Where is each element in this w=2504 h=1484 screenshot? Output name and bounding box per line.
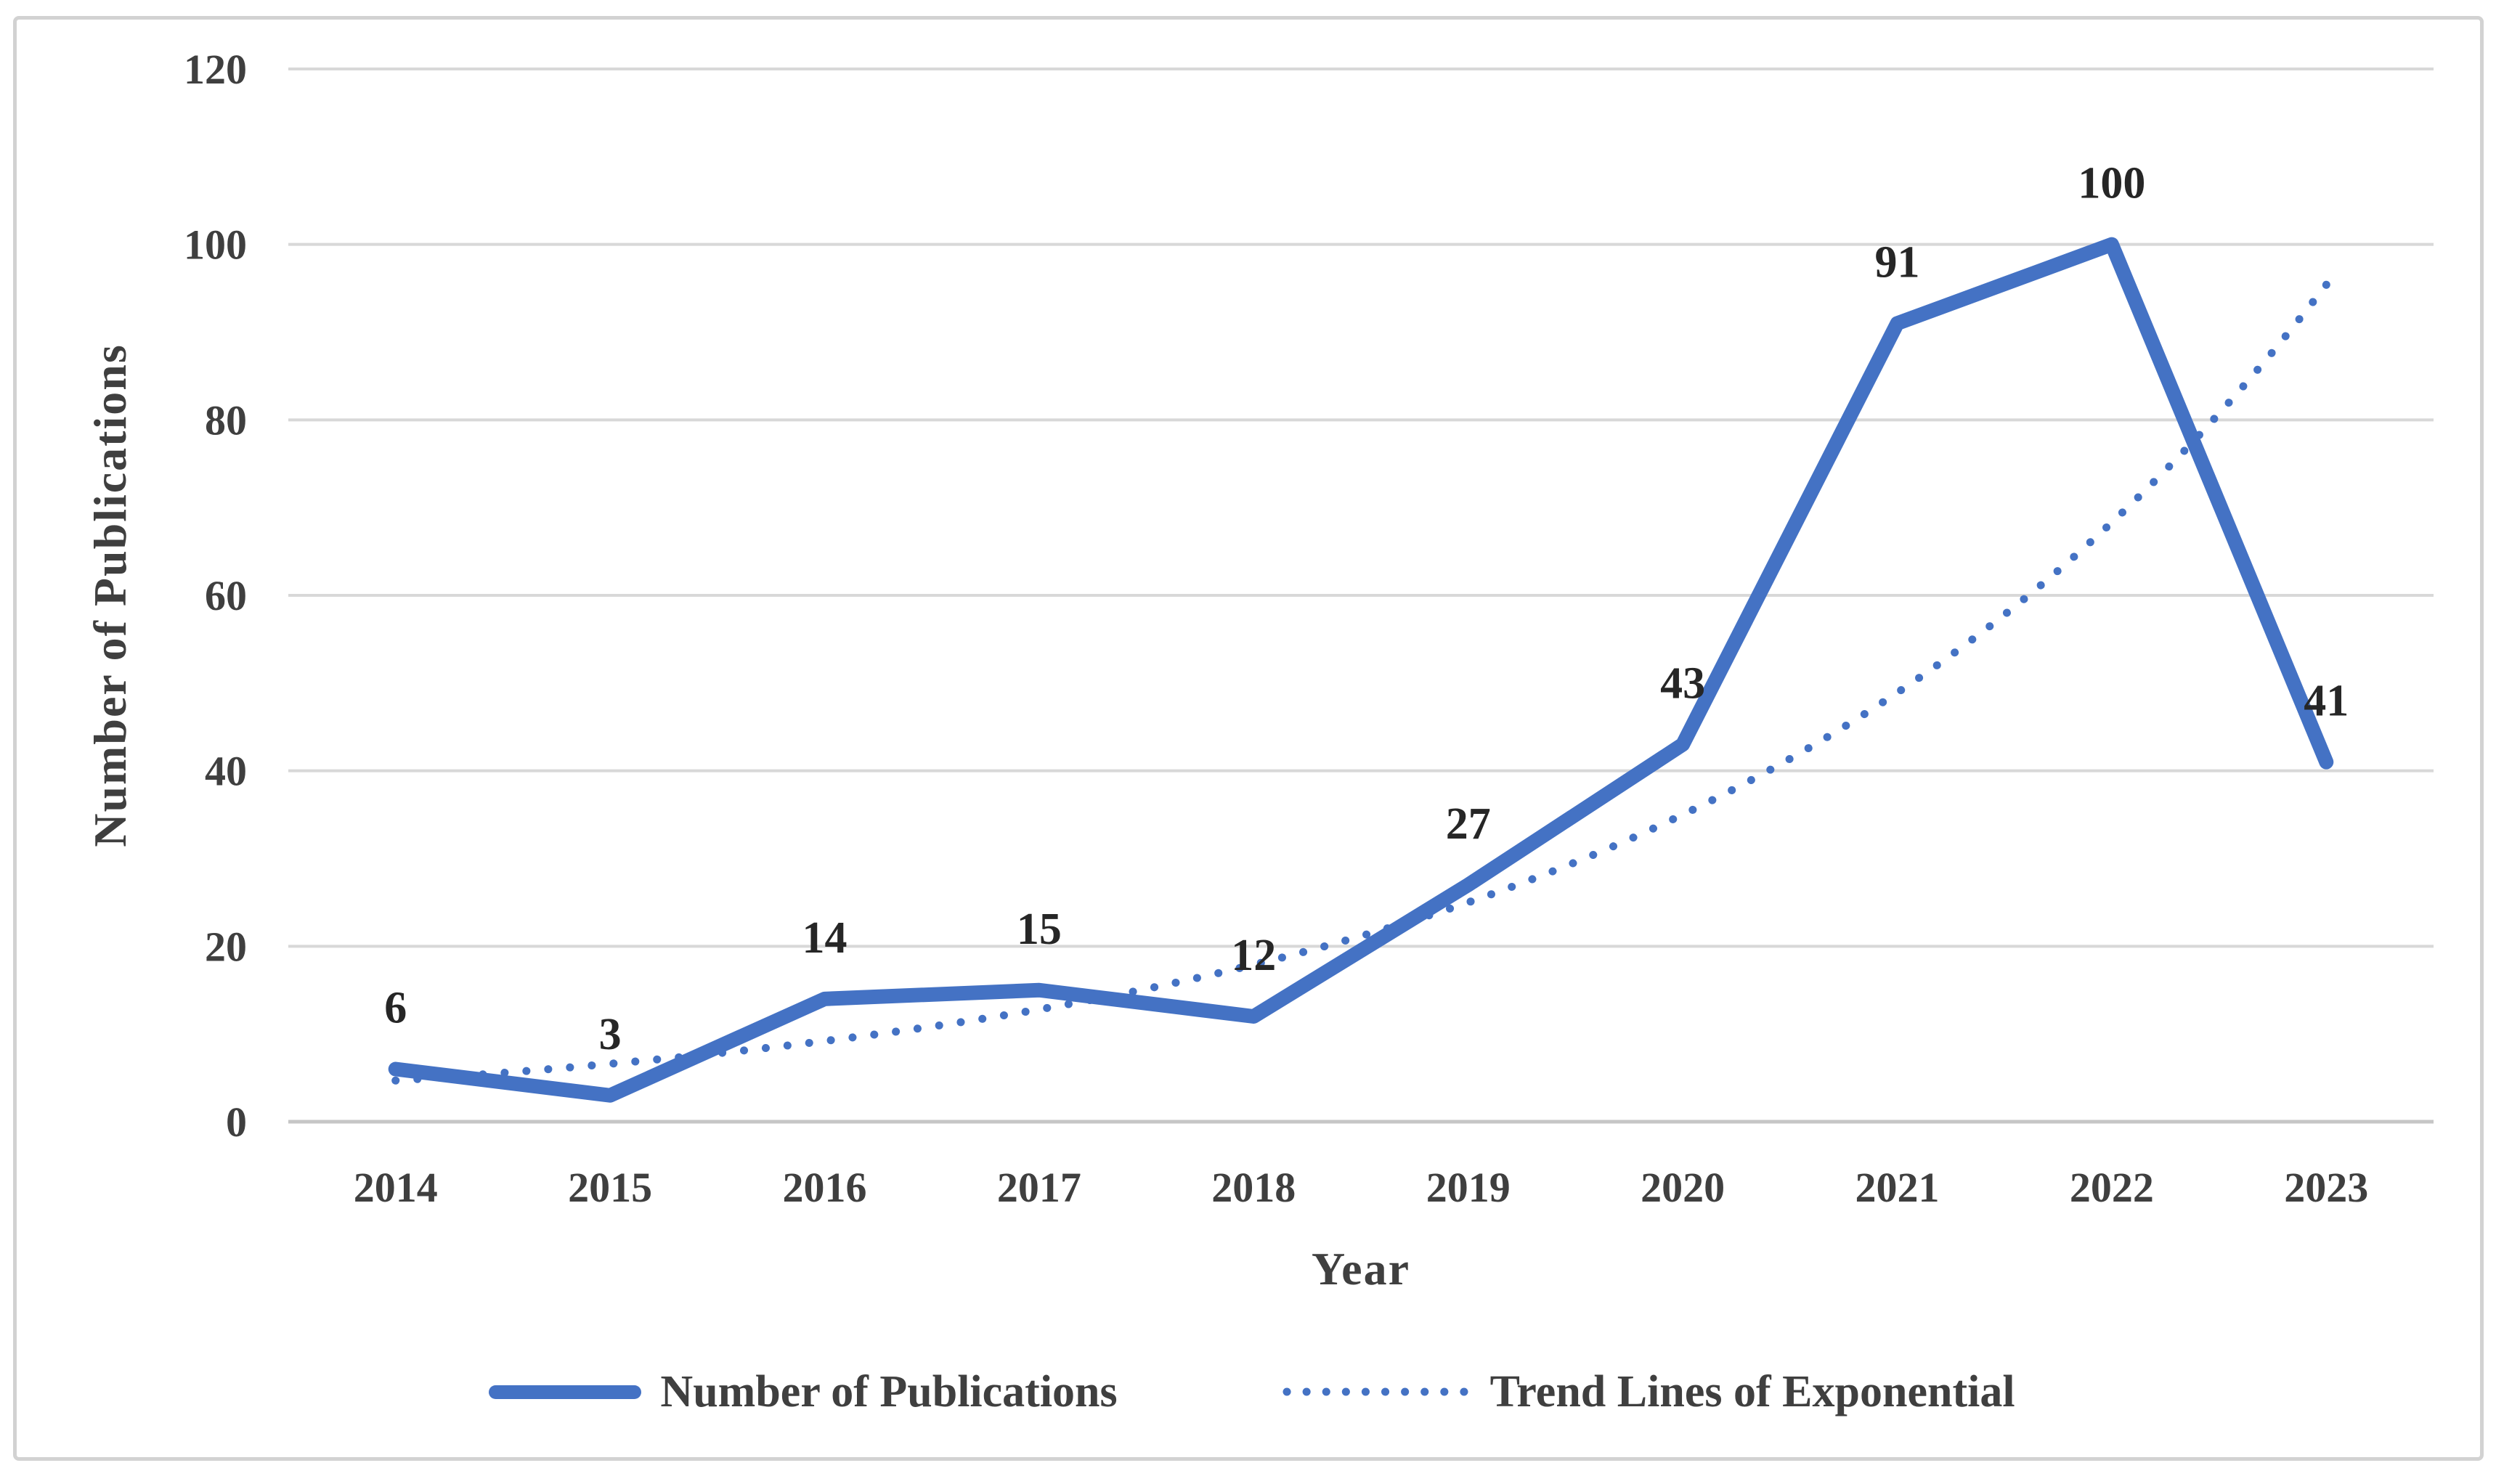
gridlines-group	[288, 68, 2434, 1124]
x-tick-label: 2014	[354, 1164, 438, 1211]
x-tick-label: 2023	[2284, 1164, 2368, 1211]
data-label: 14	[802, 913, 847, 963]
data-label: 91	[1875, 237, 1920, 287]
legend-item-trend: Trend Lines of Exponential	[1281, 1366, 2015, 1418]
y-tick-label: 120	[184, 46, 247, 93]
solid-line-swatch-icon	[489, 1385, 642, 1399]
y-tick-label: 40	[205, 748, 247, 795]
data-label: 100	[2078, 159, 2145, 208]
dotted-line-swatch-icon	[1283, 1387, 1470, 1396]
trend-line-group	[391, 280, 2330, 1085]
y-tick-labels-group: 0 20 40 60 80 100 120	[184, 46, 247, 1146]
x-tick-label: 2018	[1211, 1164, 1296, 1211]
series-line-publications	[388, 237, 2334, 1103]
data-label: 27	[1446, 799, 1491, 849]
data-label: 41	[2304, 677, 2349, 726]
series-line-trend	[391, 280, 2330, 1085]
data-label: 6	[384, 984, 407, 1033]
x-tick-label: 2020	[1641, 1164, 1725, 1211]
y-tick-label: 20	[205, 923, 247, 970]
legend-item-publications: Number of Publications	[489, 1366, 1118, 1418]
y-tick-label: 100	[184, 221, 247, 269]
y-tick-label: 80	[205, 396, 247, 444]
x-tick-label: 2017	[997, 1164, 1081, 1211]
y-tick-label: 60	[205, 572, 247, 619]
publications-series-group	[388, 237, 2334, 1103]
x-tick-label: 2019	[1426, 1164, 1511, 1211]
data-labels-group: 6 3 14 15 12 27 43 91 100 41	[384, 159, 2349, 1059]
x-tick-label: 2021	[1855, 1164, 1940, 1211]
chart-legend: Number of Publications Trend Lines of Ex…	[0, 1359, 2504, 1424]
legend-label-trend: Trend Lines of Exponential	[1489, 1366, 2015, 1416]
x-tick-label: 2015	[568, 1164, 652, 1211]
data-label: 43	[1660, 659, 1705, 708]
legend-label-publications: Number of Publications	[660, 1366, 1118, 1416]
y-tick-label: 0	[226, 1098, 247, 1146]
y-axis-title: Number of Publications	[84, 343, 136, 847]
data-label: 3	[599, 1010, 622, 1059]
x-axis-title: Year	[1312, 1243, 1410, 1295]
data-label: 15	[1017, 905, 1062, 954]
x-tick-label: 2022	[2070, 1164, 2154, 1211]
data-label: 12	[1231, 931, 1276, 980]
x-tick-labels-group: 2014 2015 2016 2017 2018 2019 2020 2021 2022 2023	[354, 1164, 2369, 1211]
x-tick-label: 2016	[783, 1164, 867, 1211]
